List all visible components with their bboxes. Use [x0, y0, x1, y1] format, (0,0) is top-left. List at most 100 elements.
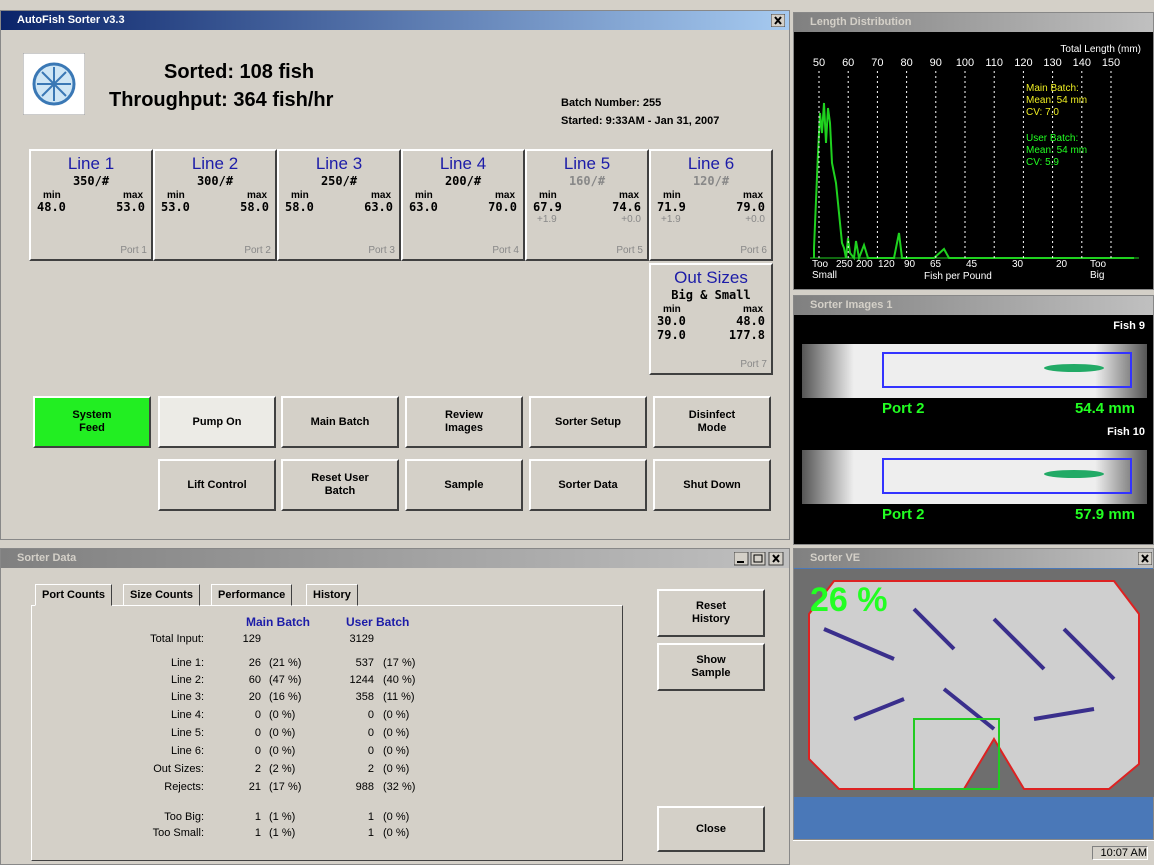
- max-value: 74.6: [612, 200, 641, 214]
- button[interactable]: Close: [657, 806, 765, 852]
- title-bar: Sorter Data: [1, 549, 789, 568]
- line-panel[interactable]: Line 1 350/# min max 48.0 53.0 Port 1: [29, 149, 153, 261]
- user-percent: (0 %): [383, 727, 410, 739]
- main-percent: (2 %): [269, 763, 296, 775]
- title-bar: AutoFish Sorter v3.3: [1, 11, 789, 30]
- line-name: Line 5: [563, 154, 611, 173]
- row-label: Line 6:: [170, 745, 204, 757]
- max-value: 53.0: [116, 200, 145, 214]
- line-panel[interactable]: Line 4 200/# min max 63.0 70.0 Port 4: [401, 149, 525, 261]
- close-button[interactable]: [771, 14, 785, 27]
- button[interactable]: Sample: [405, 459, 523, 511]
- tab-panel: [31, 605, 623, 861]
- main-percent: (16 %): [269, 691, 302, 703]
- clock: 10:07 AM: [1091, 846, 1148, 860]
- port-label: Port 2: [244, 245, 271, 256]
- line-panel[interactable]: Line 5 160/# min max 67.9 74.6 +1.9 +0.0 Port 5: [525, 149, 649, 261]
- main-percent: (0 %): [269, 727, 296, 739]
- sorted-count: Sorted: 108 fish: [164, 61, 315, 83]
- user-percent: (32 %): [383, 781, 416, 793]
- min-value: 30.0: [657, 314, 686, 328]
- line-size: 350/#: [72, 174, 110, 188]
- button[interactable]: Main Batch: [281, 396, 399, 448]
- max-label: max: [618, 190, 639, 201]
- tab[interactable]: Port Counts: [35, 584, 112, 606]
- length-label: 54.4 mm: [1074, 400, 1135, 417]
- axis-title: Total Length (mm): [1060, 44, 1141, 55]
- percent-label: 26 %: [810, 581, 888, 619]
- line-size: 300/#: [196, 174, 234, 188]
- tab[interactable]: Performance: [211, 584, 293, 606]
- user-count: 358: [355, 691, 374, 703]
- line-name: Line 2: [191, 154, 239, 173]
- main-percent: (0 %): [269, 709, 296, 721]
- length-distribution-window: Length Distribution 50 60 70 80 90 100 110 120 1…: [793, 12, 1154, 290]
- axis-tick-label: 90: [929, 57, 942, 69]
- user-count: 0: [367, 709, 374, 721]
- length-label: 57.9 mm: [1074, 506, 1135, 523]
- main-percent: (47 %): [269, 674, 302, 686]
- button[interactable]: Sorter Setup: [529, 396, 647, 448]
- button[interactable]: Pump On: [158, 396, 276, 448]
- tab[interactable]: History: [306, 584, 358, 606]
- tab[interactable]: Size Counts: [123, 584, 200, 606]
- axis-tick-label: 50: [812, 57, 826, 69]
- legend-text: Mean: 54 mm: [1026, 145, 1088, 156]
- user-count: 0: [367, 745, 374, 757]
- close-button[interactable]: [1138, 552, 1152, 565]
- button[interactable]: Shut Down: [653, 459, 771, 511]
- max-value: 70.0: [488, 200, 517, 214]
- user-count: 988: [355, 781, 374, 793]
- min-value: 71.9: [657, 200, 686, 214]
- axis-tick-label: 80: [900, 57, 913, 69]
- button[interactable]: Lift Control: [158, 459, 276, 511]
- line-size: Big & Small: [671, 288, 751, 302]
- sorter-data-window: Sorter Data Port Counts Size Counts Perfor…: [0, 548, 790, 865]
- line-size: 160/#: [568, 174, 606, 188]
- main-count: 129: [242, 633, 261, 645]
- axis-tick-label: 140: [1072, 57, 1091, 69]
- fish: [1044, 364, 1104, 372]
- min-value: 79.0: [657, 328, 686, 342]
- user-count: 537: [355, 657, 374, 669]
- bottom-tick-label: Too Small: [812, 259, 838, 281]
- line-name: Line 1: [67, 154, 115, 173]
- user-percent: (40 %): [383, 674, 416, 686]
- window-controls[interactable]: [734, 552, 784, 566]
- port-label: Port 3: [368, 245, 395, 256]
- user-count: 0: [367, 727, 374, 739]
- max-offset: +0.0: [621, 214, 641, 225]
- min-label: min: [539, 190, 557, 201]
- user-percent: (0 %): [383, 811, 410, 823]
- button[interactable]: System Feed: [33, 396, 151, 448]
- row-label: Line 3:: [170, 691, 204, 703]
- main-count: 1: [254, 827, 261, 839]
- line-panel[interactable]: Line 6 120/# min max 71.9 79.0 +1.9 +0.0 Port 6: [649, 149, 773, 261]
- port-label: Port 1: [120, 245, 147, 256]
- min-offset: +1.9: [537, 214, 557, 225]
- main-percent: (21 %): [269, 657, 302, 669]
- line-panel[interactable]: Out Sizes Big & Small min max 30.0 48.0 79.0 17…: [649, 263, 773, 375]
- user-count: 1: [367, 811, 374, 823]
- row-label: Too Big:: [164, 811, 204, 823]
- line-size: 250/#: [320, 174, 358, 188]
- button[interactable]: Show Sample: [657, 643, 765, 691]
- button[interactable]: Disinfect Mode: [653, 396, 771, 448]
- bottom-tick-label: 30: [1012, 259, 1024, 270]
- column-header: User Batch: [346, 615, 410, 629]
- line-panel[interactable]: Line 3 250/# min max 58.0 63.0 Port 3: [277, 149, 401, 261]
- min-label: min: [43, 190, 61, 201]
- button[interactable]: Sorter Data: [529, 459, 647, 511]
- min-label: min: [415, 190, 433, 201]
- bottom-tick-label: 250: [836, 259, 853, 270]
- line-panel[interactable]: Line 2 300/# min max 53.0 58.0 Port 2: [153, 149, 277, 261]
- main-count: 1: [254, 811, 261, 823]
- row-label: Line 5:: [170, 727, 204, 739]
- port-label: Port 2: [882, 400, 925, 417]
- user-percent: (0 %): [383, 763, 410, 775]
- button[interactable]: Reset User Batch: [281, 459, 399, 511]
- button[interactable]: Review Images: [405, 396, 523, 448]
- port-label: Port 5: [616, 245, 643, 256]
- row-label: Total Input:: [150, 633, 204, 645]
- button[interactable]: Reset History: [657, 589, 765, 637]
